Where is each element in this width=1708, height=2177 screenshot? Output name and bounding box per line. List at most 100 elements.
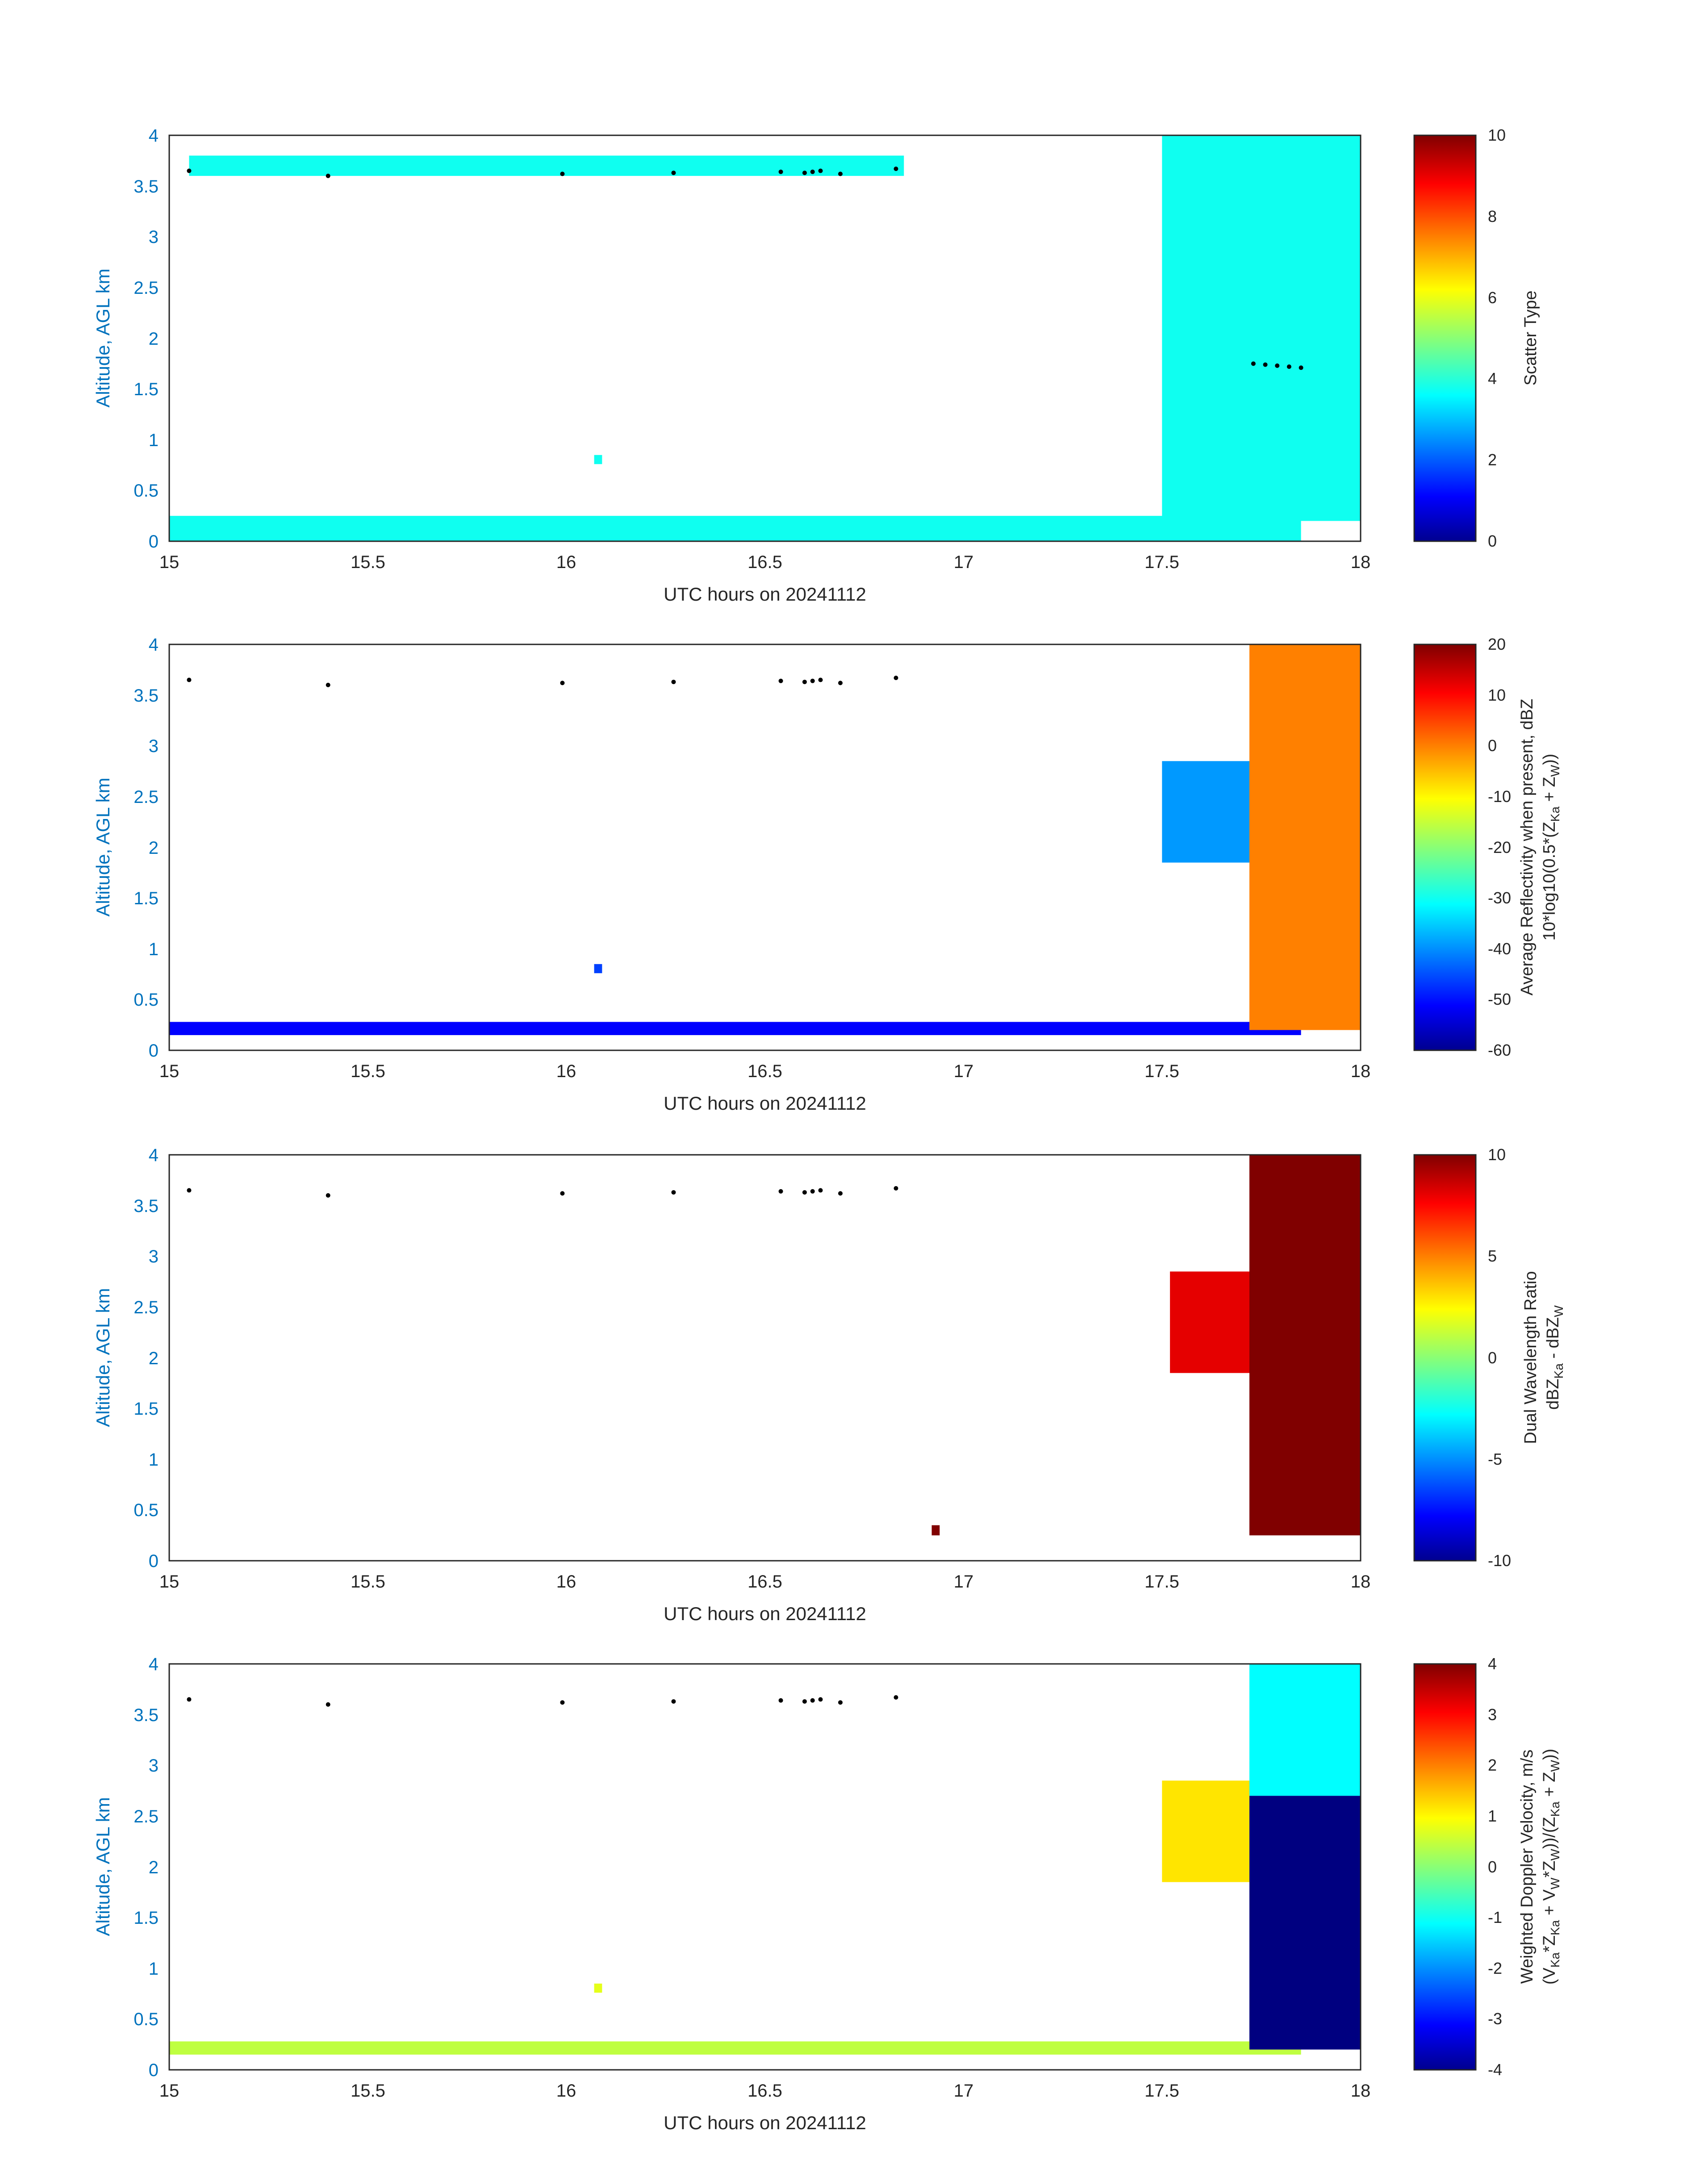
colorbar-2-label-line1: Average Reflectivity when present, dBZ	[1518, 699, 1537, 996]
cloud-base-point	[778, 169, 783, 174]
xtick-label: 17	[954, 2081, 974, 2101]
ytick-label: 0.5	[134, 2010, 159, 2029]
cb2-line2-mid: + Z	[1540, 777, 1559, 806]
panel-2-axes-frame	[168, 643, 1361, 1051]
ytick-label: 0	[149, 1041, 159, 1061]
xtick-label: 15.5	[351, 552, 385, 572]
cb4-sub-ka2: Ka	[1548, 1920, 1562, 1935]
cloud-base-point	[1263, 362, 1268, 367]
cloud-base-point	[810, 169, 815, 174]
ytick-label: 0	[149, 2060, 159, 2080]
heatmap-region	[189, 155, 904, 176]
cb4-sub-ka1: Ka	[1548, 1952, 1562, 1968]
ytick-label: 4	[149, 126, 159, 146]
colorbar-tick-label: -5	[1488, 1450, 1502, 1468]
xtick-label: 17.5	[1144, 1061, 1179, 1081]
xtick-label: 16	[556, 552, 576, 572]
colorbar-tick-label: 2	[1488, 451, 1497, 469]
ytick-label: 3.5	[134, 686, 159, 706]
ytick-label: 3	[149, 1247, 159, 1266]
panel-4-yticks: 0 0.5 1 1.5 2 2.5 3 3.5 4	[134, 1655, 159, 2080]
heatmap-region	[931, 1525, 940, 1536]
colorbar-tick-label: -60	[1488, 1041, 1511, 1059]
xtick-label: 18	[1351, 1572, 1371, 1592]
cloud-base-point	[810, 1189, 815, 1194]
cloud-base-point	[838, 1191, 843, 1196]
panel-2-yticks: 0 0.5 1 1.5 2 2.5 3 3.5 4	[134, 635, 159, 1061]
heatmap-region	[1162, 135, 1361, 521]
xtick-label: 16	[556, 1572, 576, 1592]
xtick-label: 15.5	[351, 2081, 385, 2101]
ytick-label: 2.5	[134, 1298, 159, 1317]
cloud-base-point	[894, 675, 898, 680]
colorbar-tick-label: 6	[1488, 288, 1497, 307]
colorbar-tick-label: 8	[1488, 207, 1497, 226]
colorbar-3-label-line2: dBZKa - dBZW	[1544, 1305, 1566, 1410]
xtick-label: 15.5	[351, 1572, 385, 1592]
cloud-base-point	[778, 1698, 783, 1703]
ytick-label: 2	[149, 1858, 159, 1877]
colorbar-1-ticks: 0 2 4 6 8 10	[1488, 126, 1506, 550]
cloud-base-point	[838, 681, 843, 685]
colorbar-tick-label: -40	[1488, 940, 1511, 958]
xtick-label: 16	[556, 1061, 576, 1081]
ytick-label: 0.5	[134, 1500, 159, 1520]
colorbar-4	[1413, 1663, 1477, 2071]
ytick-label: 1.5	[134, 889, 159, 908]
y-axis-label: Altitude, AGL km	[92, 1288, 113, 1427]
ytick-label: 4	[149, 1655, 159, 1674]
xtick-label: 17.5	[1144, 552, 1179, 572]
ytick-label: 1	[149, 1450, 159, 1470]
heatmap-region	[594, 455, 602, 464]
ytick-label: 2.5	[134, 787, 159, 807]
colorbar-tick-label: -1	[1488, 1908, 1502, 1926]
colorbar-3-label-line1: Dual Wavelength Ratio	[1521, 1271, 1540, 1444]
cloud-base-point	[818, 1188, 823, 1193]
colorbar-tick-label: -10	[1488, 1551, 1511, 1570]
ytick-label: 0.5	[134, 481, 159, 501]
cloud-base-point	[1275, 363, 1280, 368]
colorbar-2-label-line2: 10*log10(0.5*(ZKa + ZW))	[1540, 754, 1562, 941]
panel-1-xticks: 15 15.5 16 16.5 17 17.5 18	[159, 552, 1371, 572]
ytick-label: 2	[149, 838, 159, 858]
xtick-label: 17.5	[1144, 2081, 1179, 2101]
cloud-base-point	[1286, 364, 1291, 369]
cb4-sub-ka3: Ka	[1548, 1801, 1562, 1817]
xtick-label: 15	[159, 552, 180, 572]
panel-3-axes-frame	[168, 1154, 1361, 1562]
cloud-base-point	[671, 1190, 676, 1195]
colorbar-tick-label: 0	[1488, 1858, 1497, 1876]
heatmap-region	[169, 2041, 1301, 2055]
ytick-label: 0.5	[134, 990, 159, 1010]
cloud-base-point	[560, 1700, 565, 1705]
colorbar-tick-label: -50	[1488, 990, 1511, 1008]
colorbar-tick-label: 0	[1488, 736, 1497, 755]
cb3-line2-b: - dBZ	[1544, 1317, 1562, 1363]
colorbar-tick-label: 20	[1488, 635, 1506, 653]
cloud-base-point	[560, 681, 565, 685]
cloud-base-point	[671, 680, 676, 685]
xtick-label: 16	[556, 2081, 576, 2101]
cb2-line2-end: ))	[1540, 754, 1559, 765]
colorbar-tick-label: 4	[1488, 1655, 1497, 1673]
panel-2-plot	[169, 644, 1361, 1035]
x-axis-label: UTC hours on 20241112	[664, 1603, 866, 1624]
colorbar-3-ticks: -10 -5 0 5 10	[1488, 1145, 1511, 1570]
cb4-sub-w3: W	[1548, 1760, 1562, 1772]
ytick-label: 3.5	[134, 1705, 159, 1725]
xtick-label: 15	[159, 2081, 180, 2101]
panel-3-plot	[187, 1155, 1361, 1536]
panel-1-yticks: 0 0.5 1 1.5 2 2.5 3 3.5 4	[134, 126, 159, 552]
colorbar-tick-label: -3	[1488, 2010, 1502, 2028]
panel-2: 15 15.5 16 16.5 17 17.5 18 0 0.5 1 1.5 2…	[92, 635, 1562, 1114]
ytick-label: 3	[149, 227, 159, 247]
cloud-base-point	[671, 171, 676, 175]
colorbar-tick-label: -2	[1488, 1959, 1502, 1977]
cloud-base-point	[894, 1186, 898, 1191]
ytick-label: 3	[149, 1756, 159, 1776]
panel-3: 15 15.5 16 16.5 17 17.5 18 0 0.5 1 1.5 2…	[92, 1145, 1566, 1624]
ytick-label: 0	[149, 532, 159, 552]
cloud-base-point	[187, 677, 192, 682]
ytick-label: 3.5	[134, 1196, 159, 1216]
